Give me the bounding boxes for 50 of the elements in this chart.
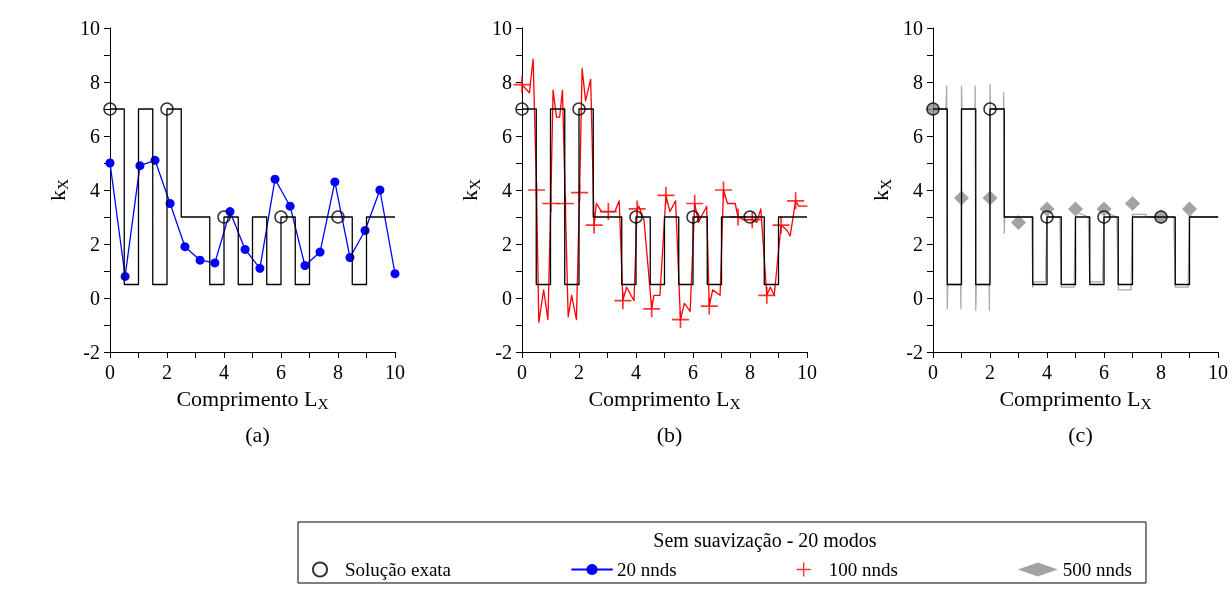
y-tick-label: 8 xyxy=(90,71,100,93)
y-tick-label: 2 xyxy=(502,233,512,255)
y-tick-label: 10 xyxy=(80,17,100,39)
y-tick-label: -2 xyxy=(83,341,100,363)
y-tick-label: 2 xyxy=(913,233,923,255)
legend-title: Sem suavização - 20 modos xyxy=(653,529,877,552)
y-axis-title: kX xyxy=(45,178,71,202)
x-tick-label: 6 xyxy=(1099,361,1109,383)
y-tick-label: 6 xyxy=(502,125,512,147)
text: (c) xyxy=(1068,421,1093,447)
y-tick-label: 4 xyxy=(90,179,100,201)
x-tick-label: 0 xyxy=(928,361,938,383)
y-tick-label: 6 xyxy=(913,125,923,147)
x-tick-label: 0 xyxy=(105,361,115,383)
x-tick-label: 10 xyxy=(1208,361,1228,383)
y-tick-label: -2 xyxy=(495,341,512,363)
x-tick-label: 2 xyxy=(985,361,995,383)
legend-label: 20 nnds xyxy=(617,559,677,580)
y-tick-label: 8 xyxy=(913,71,923,93)
x-tick-label: 4 xyxy=(631,361,641,383)
y-tick-label: 0 xyxy=(913,287,923,309)
x-tick-label: 6 xyxy=(276,361,286,383)
x-tick-label: 6 xyxy=(688,361,698,383)
legend-label: Solução exata xyxy=(345,559,452,580)
y-tick-label: 4 xyxy=(913,179,923,201)
legend-label: 100 nnds xyxy=(828,559,898,580)
x-tick-label: 2 xyxy=(574,361,584,383)
x-tick-label: 8 xyxy=(333,361,343,383)
y-tick-label: 0 xyxy=(90,287,100,309)
y-tick-label: 10 xyxy=(492,17,512,39)
x-tick-label: 2 xyxy=(162,361,172,383)
x-tick-label: 4 xyxy=(1042,361,1052,383)
y-axis-title: kX xyxy=(868,178,894,202)
x-tick-label: 10 xyxy=(797,361,817,383)
y-tick-label: 4 xyxy=(502,179,512,201)
legend-label: 500 nnds xyxy=(1062,559,1132,580)
y-tick-label: 6 xyxy=(90,125,100,147)
y-tick-label: 0 xyxy=(502,287,512,309)
x-tick-label: 4 xyxy=(219,361,229,383)
y-tick-label: 10 xyxy=(903,17,923,39)
y-tick-label: -2 xyxy=(906,341,923,363)
y-tick-label: 8 xyxy=(502,71,512,93)
text: (a) xyxy=(245,421,270,447)
y-axis-title: kX xyxy=(457,178,483,202)
x-tick-label: 8 xyxy=(745,361,755,383)
x-tick-label: 10 xyxy=(385,361,405,383)
text: (b) xyxy=(656,421,683,447)
x-tick-label: 8 xyxy=(1156,361,1166,383)
y-tick-label: 2 xyxy=(90,233,100,255)
x-tick-label: 0 xyxy=(517,361,527,383)
